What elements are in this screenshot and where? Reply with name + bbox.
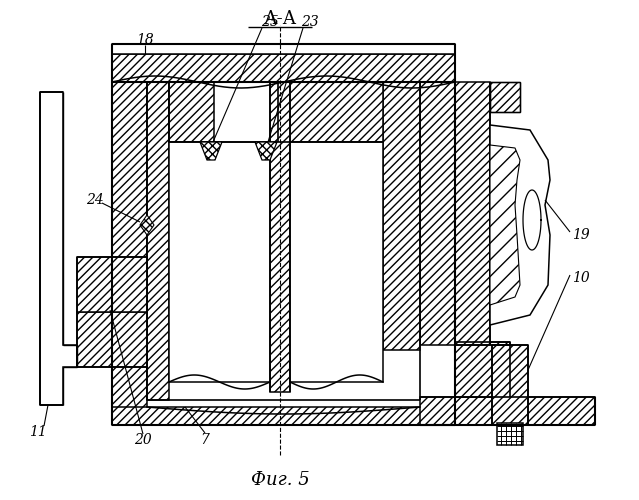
Text: 10: 10	[572, 271, 590, 285]
Polygon shape	[490, 125, 550, 325]
Bar	[147, 82, 169, 400]
Bar	[112, 407, 455, 425]
Text: 19: 19	[572, 228, 590, 242]
Bar	[169, 142, 270, 382]
Bar	[490, 145, 520, 160]
Text: Фиг. 5: Фиг. 5	[250, 471, 309, 489]
Polygon shape	[40, 92, 77, 405]
Polygon shape	[200, 142, 222, 160]
Bar	[77, 257, 147, 312]
Text: 18: 18	[136, 33, 154, 47]
Polygon shape	[490, 145, 520, 305]
Text: 25: 25	[261, 15, 279, 29]
Bar	[455, 342, 510, 397]
Bar	[383, 82, 420, 350]
Text: 24: 24	[86, 193, 104, 207]
Text: 7: 7	[201, 433, 210, 447]
Bar	[455, 82, 490, 345]
Polygon shape	[255, 142, 277, 160]
Text: 11: 11	[29, 425, 47, 439]
Bar	[497, 423, 523, 445]
Bar	[492, 345, 528, 425]
Text: А-А: А-А	[263, 10, 296, 28]
Bar	[169, 82, 214, 142]
Bar	[270, 82, 290, 392]
Bar	[420, 397, 595, 425]
Text: 23: 23	[301, 15, 319, 29]
Bar	[290, 142, 383, 382]
Bar	[490, 82, 520, 112]
Bar	[77, 312, 147, 367]
Bar	[112, 44, 455, 54]
Bar	[112, 54, 455, 82]
Bar	[490, 290, 520, 305]
Bar	[112, 82, 147, 412]
Polygon shape	[140, 215, 154, 235]
Bar	[278, 82, 383, 142]
Text: 20: 20	[134, 433, 152, 447]
Bar	[420, 82, 455, 345]
